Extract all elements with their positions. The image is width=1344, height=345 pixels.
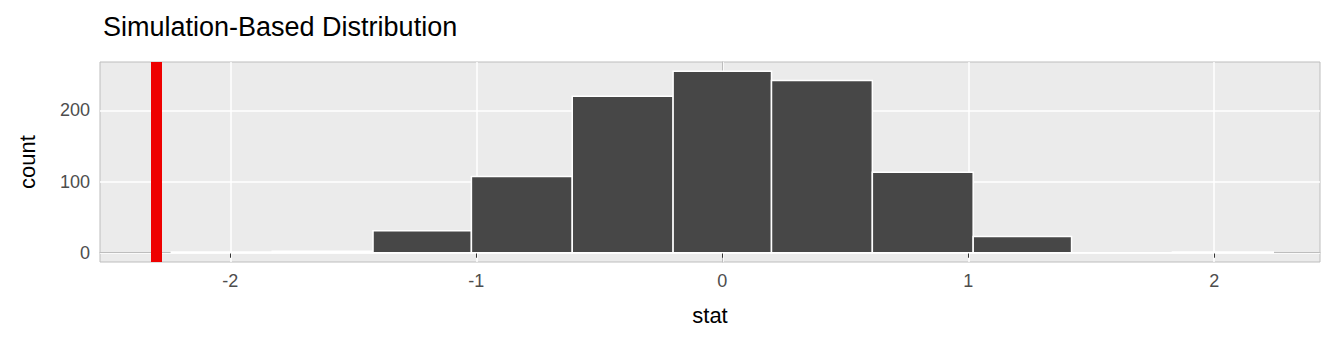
svg-text:-1: -1 [468,271,484,291]
svg-text:0: 0 [717,271,727,291]
svg-text:0: 0 [80,243,90,263]
svg-text:1: 1 [963,271,973,291]
svg-text:2: 2 [1209,271,1219,291]
svg-text:Simulation-Based Distribution: Simulation-Based Distribution [103,12,457,42]
svg-text:stat: stat [692,303,727,328]
svg-text:-2: -2 [222,271,238,291]
svg-text:100: 100 [60,172,90,192]
svg-text:200: 200 [60,100,90,120]
svg-text:count: count [15,135,40,189]
